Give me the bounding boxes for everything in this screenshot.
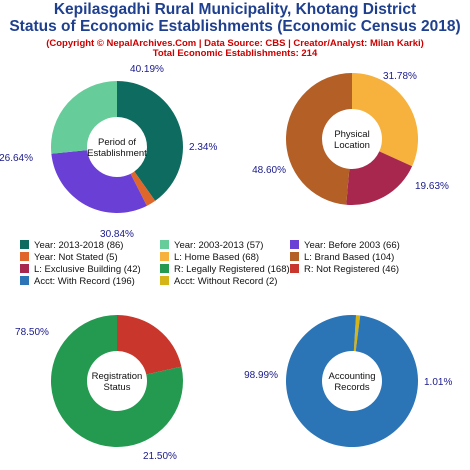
pct-label-year-2013-2018: 40.19% <box>130 64 164 75</box>
total-establishments: Total Economic Establishments: 214 <box>152 48 318 59</box>
pct-label-year-not-stated: 2.34% <box>189 142 217 153</box>
slice-l-exclusive-building <box>346 151 413 205</box>
center-label-3-line-2: Status <box>104 382 131 393</box>
slice-year-not-stated <box>130 171 156 206</box>
slice-l-brand-based <box>285 73 352 205</box>
pct-label-l-exclusive-building: 19.63% <box>415 181 449 192</box>
pct-label-year-before-2003: 30.84% <box>100 229 134 240</box>
center-label-2-line-2: Location <box>334 140 370 151</box>
slice-r-not-registered <box>117 315 182 375</box>
slice-r-legally-registered <box>50 315 183 448</box>
chart-title-line2: Status of Economic Establishments (Econo… <box>9 18 461 35</box>
donut-chart-1: 40.19% 2.34% 30.84% 26.64% Period ofEstablis… <box>0 64 217 240</box>
slice-acct-without-record <box>353 315 361 352</box>
center-label-3-line-1: Registration <box>92 371 143 382</box>
chart-title-line1: Kepilasgadhi Rural Municipality, Khotang… <box>53 1 417 18</box>
pct-label-l-home-based: 31.78% <box>383 71 417 82</box>
center-label-4-line-1: Accounting <box>328 371 375 382</box>
slice-l-home-based <box>352 73 418 167</box>
pct-label-r-legally-registered: 78.50% <box>15 327 49 338</box>
pct-label-l-brand-based: 48.60% <box>252 165 286 176</box>
slice-acct-with-record <box>286 315 419 448</box>
pct-label-acct-with-record: 98.99% <box>244 370 278 381</box>
copyright-note: (Copyright © NepalArchives.Com | Data So… <box>46 38 424 49</box>
slice-year-2013-2018 <box>117 81 183 201</box>
center-label-1-line-2: Establishment <box>87 148 147 159</box>
slice-year-before-2003 <box>51 150 147 213</box>
pct-label-acct-without-record: 1.01% <box>424 377 452 388</box>
pct-label-year-2003-2013: 26.64% <box>0 153 33 164</box>
center-label-1-line-1: Period of <box>98 137 136 148</box>
slice-year-2003-2013 <box>50 81 117 154</box>
center-label-2-line-1: Physical <box>334 129 369 140</box>
center-label-4-line-2: Records <box>334 382 370 393</box>
pct-label-r-not-registered: 21.50% <box>143 451 177 462</box>
